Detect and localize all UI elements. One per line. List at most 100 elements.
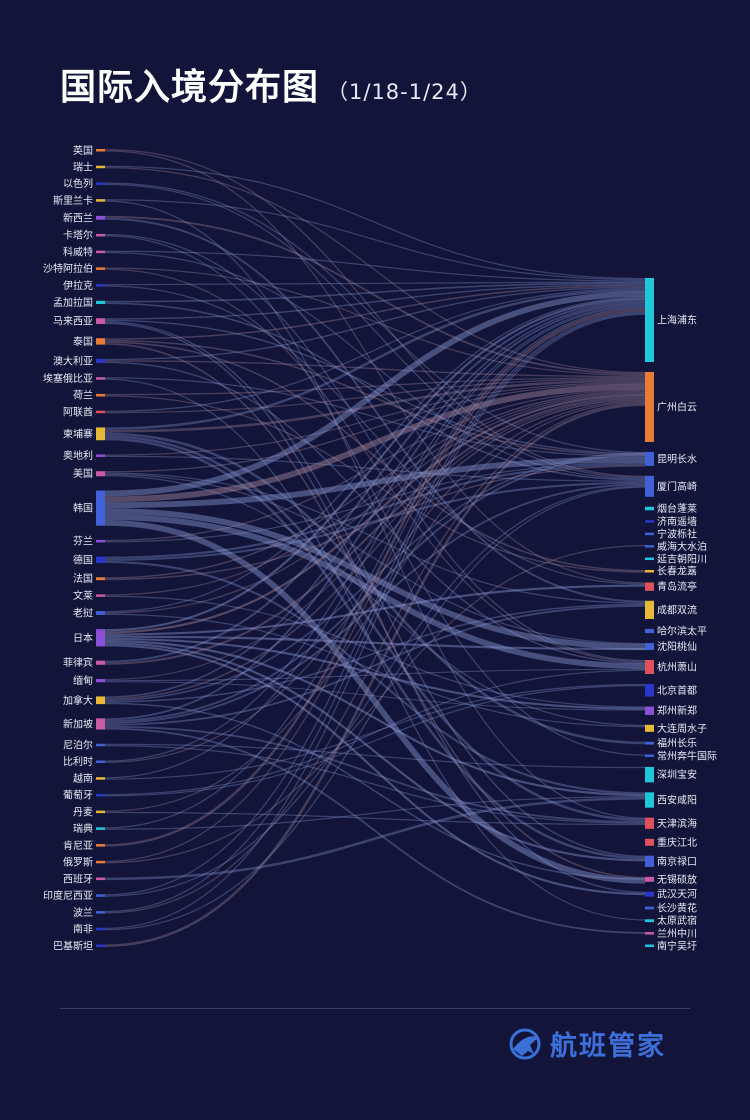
target-node-label: 北京首都 [657, 684, 697, 697]
sankey-link [104, 182, 646, 454]
target-node-label: 威海大水泊 [657, 540, 707, 553]
sankey-link [104, 642, 646, 862]
sankey-link [104, 475, 646, 727]
source-node-label: 文莱 [73, 589, 93, 602]
sankey-link [104, 465, 646, 581]
source-node-label: 老挝 [73, 606, 93, 619]
source-node-bar [96, 393, 105, 397]
source-node-bar [96, 594, 105, 597]
sankey-link [104, 297, 646, 632]
date-range: （1/18-1/24） [327, 80, 482, 104]
source-node-bar [96, 454, 105, 457]
sankey-link [104, 453, 646, 723]
sankey-link [104, 341, 646, 572]
target-node-bar [645, 944, 654, 947]
sankey-link [104, 299, 646, 663]
target-node-label: 南京禄口 [657, 855, 697, 868]
sankey-link [104, 395, 646, 665]
source-node-label: 韩国 [73, 502, 93, 515]
source-node-bar [96, 471, 105, 477]
sankey-link [104, 455, 646, 482]
target-node-bar [645, 371, 654, 442]
source-node-label: 卡塔尔 [63, 229, 93, 242]
sankey-link [104, 360, 646, 378]
sankey-link [104, 377, 646, 396]
source-node-label: 柬埔寨 [63, 427, 93, 440]
sankey-link [104, 389, 646, 542]
sankey-link [104, 435, 646, 822]
target-node-label: 福州长乐 [657, 737, 697, 750]
sankey-link [104, 797, 646, 881]
target-node-bar [645, 683, 654, 697]
sankey-link [104, 392, 646, 614]
sankey-link [104, 463, 646, 559]
source-node-label: 瑞士 [73, 160, 93, 173]
target-nodes: 上海浦东广州白云昆明长水厦门高崎烟台蓬莱济南遥墙宁波栎社威海大水泊延吉朝阳川长春… [645, 278, 717, 952]
source-node-bar [96, 629, 105, 647]
target-node-label: 无锡硕放 [657, 873, 697, 886]
target-node-bar [645, 532, 654, 536]
source-nodes: 英国瑞士以色列斯里兰卡新西兰卡塔尔科威特沙特阿拉伯伊拉克孟加拉国马来西亚泰国澳大… [43, 144, 105, 952]
sankey-link [104, 685, 646, 797]
sankey-link [104, 603, 646, 703]
target-node-label: 厦门高崎 [657, 480, 697, 493]
target-node-bar [645, 724, 654, 732]
sankey-link [104, 681, 646, 711]
source-node-bar [96, 182, 105, 185]
source-node-label: 法国 [73, 572, 93, 585]
target-node-label: 兰州中川 [657, 927, 697, 940]
target-node-bar [645, 838, 654, 846]
sankey-link [104, 311, 646, 896]
sankey-link [104, 281, 646, 286]
source-node-bar [96, 810, 105, 814]
footer-divider [60, 1008, 690, 1009]
source-node-bar [96, 860, 105, 864]
source-node-bar [96, 300, 105, 305]
sankey-link [104, 267, 646, 376]
source-node-bar [96, 215, 105, 220]
source-node-bar [96, 827, 105, 830]
source-node-label: 葡萄牙 [63, 789, 93, 802]
target-node-label: 哈尔滨太平 [657, 625, 707, 638]
target-node-bar [645, 569, 654, 573]
source-node-bar [96, 743, 105, 747]
source-node-label: 新加坡 [63, 717, 93, 730]
sankey-link [104, 343, 646, 879]
sankey-link [104, 200, 646, 819]
sankey-link [104, 217, 646, 603]
source-node-bar [96, 165, 105, 169]
sankey-link [104, 199, 646, 281]
source-node-bar [96, 539, 105, 543]
sankey-link [104, 382, 646, 473]
sankey-link [104, 310, 646, 863]
source-node-label: 加拿大 [63, 694, 93, 707]
sankey-link [104, 473, 646, 645]
target-node-bar [645, 545, 654, 548]
sankey-link [104, 390, 646, 579]
sankey-link [104, 378, 646, 921]
source-node-bar [96, 660, 105, 665]
sankey-link [104, 486, 646, 931]
source-node-bar [96, 611, 105, 615]
source-node-bar [96, 793, 105, 797]
sankey-link [104, 215, 646, 375]
sankey-link [104, 669, 646, 796]
target-node-label: 青岛流亭 [657, 580, 697, 593]
target-node-bar [645, 600, 654, 619]
source-node-bar [96, 894, 105, 897]
sankey-link [104, 305, 646, 779]
target-node-label: 天津滨海 [657, 817, 697, 830]
source-node-label: 伊拉克 [63, 279, 93, 292]
brand-name: 航班管家 [550, 1031, 666, 1062]
source-node-label: 尼泊尔 [63, 739, 93, 752]
sankey-link [104, 727, 646, 934]
source-node-label: 菲律宾 [63, 656, 93, 669]
sankey-link [104, 291, 646, 497]
source-node-label: 西班牙 [63, 873, 93, 885]
source-node-label: 科威特 [63, 245, 93, 258]
sankey-link [104, 402, 646, 914]
target-node-label: 广州白云 [657, 400, 697, 413]
sankey-link [104, 166, 646, 374]
sankey-link [104, 604, 646, 726]
